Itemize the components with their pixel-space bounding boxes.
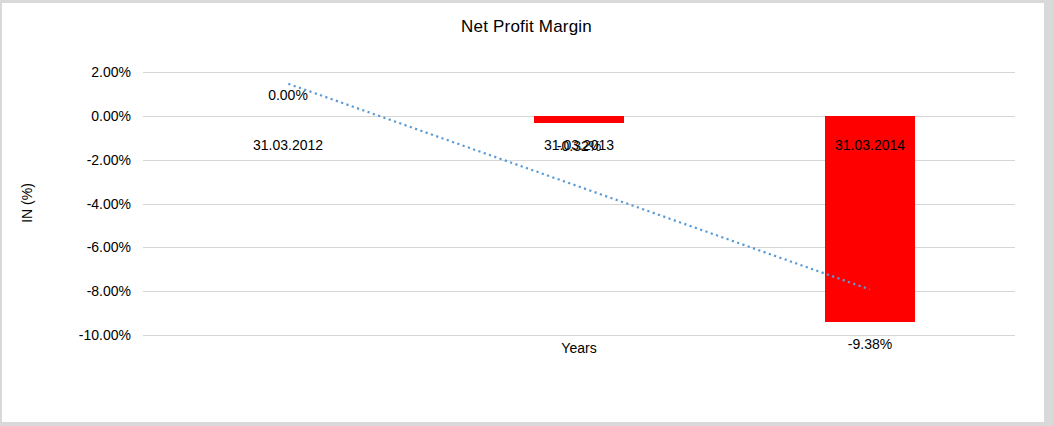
data-label: 0.00% <box>243 87 333 103</box>
x-axis-title: Years <box>143 340 1015 356</box>
category-label: 31.03.2012 <box>218 137 358 153</box>
y-axis-tick-label: -10.00% <box>0 327 131 343</box>
category-label: 31.03.2014 <box>800 137 940 153</box>
bar-31.03.2013 <box>534 116 624 123</box>
data-label: -0.32% <box>534 138 624 154</box>
gridline <box>143 72 1015 73</box>
y-axis-tick-label: -2.00% <box>0 152 131 168</box>
y-axis-tick-label: -6.00% <box>0 239 131 255</box>
plot-area: 2.00%0.00%-2.00%-4.00%-6.00%-8.00%-10.00… <box>0 0 1053 426</box>
chart-window: 2.00%0.00%-2.00%-4.00%-6.00%-8.00%-10.00… <box>0 0 1053 426</box>
y-axis-tick-label: 0.00% <box>0 108 131 124</box>
y-axis-title: IN (%) <box>19 183 35 223</box>
y-axis-tick-label: 2.00% <box>0 64 131 80</box>
chart-title: Net Profit Margin <box>0 17 1053 37</box>
y-axis-tick-label: -8.00% <box>0 283 131 299</box>
